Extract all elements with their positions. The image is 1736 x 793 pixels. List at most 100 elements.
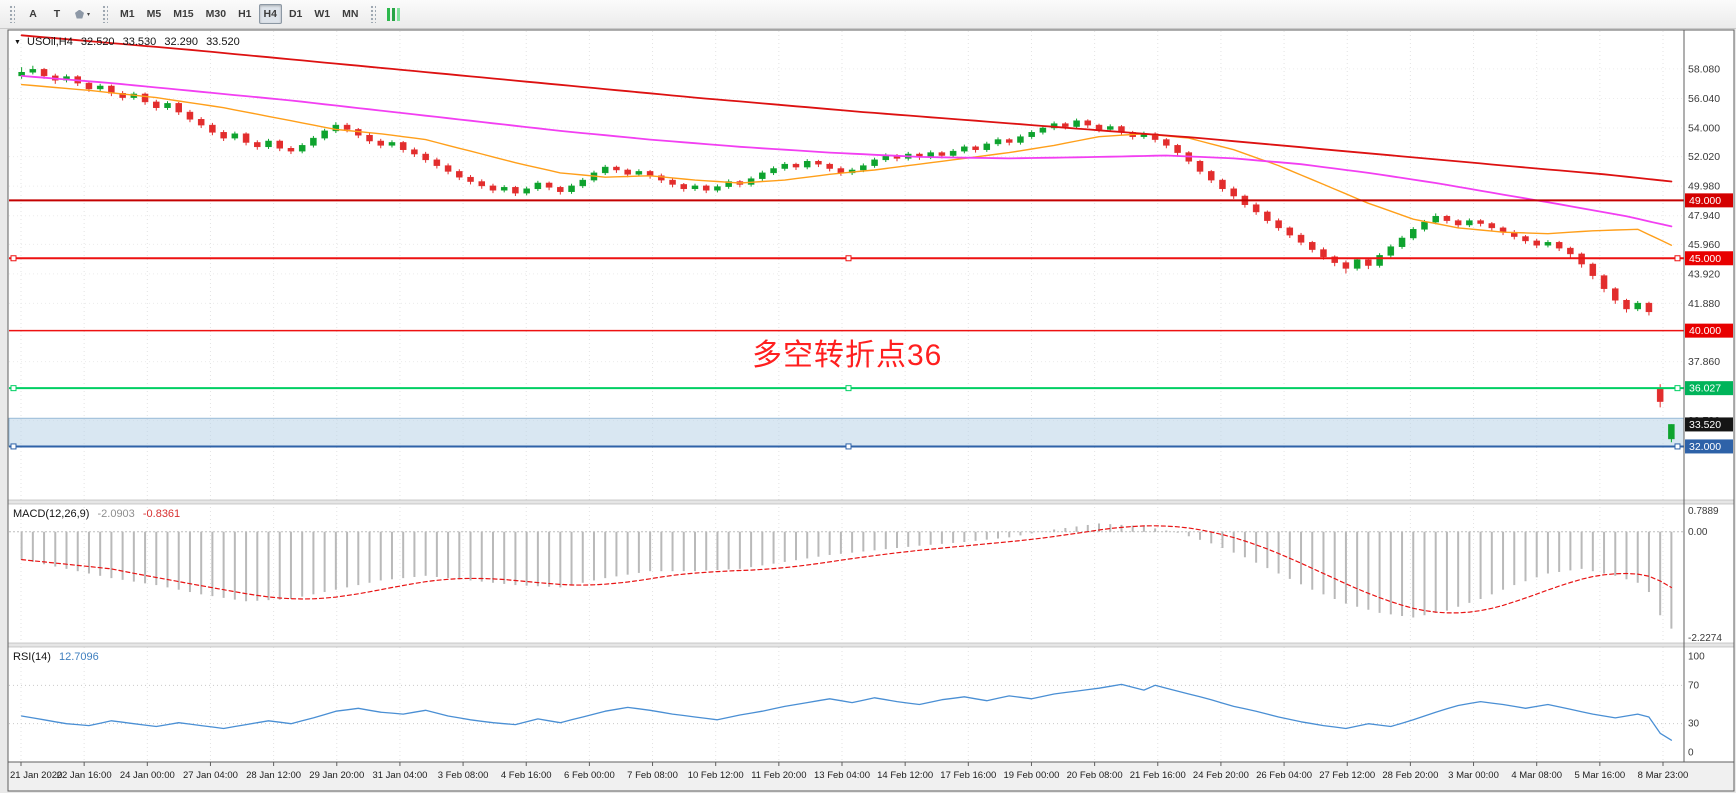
price-scale-label: 49.980 bbox=[1688, 181, 1720, 193]
time-scale-label: 3 Feb 08:00 bbox=[438, 770, 489, 781]
time-scale-label: 14 Feb 12:00 bbox=[877, 770, 933, 781]
timeframe-m1-button[interactable]: M1 bbox=[120, 8, 135, 20]
line-handle[interactable] bbox=[10, 385, 17, 392]
candles bbox=[18, 65, 1675, 443]
rsi-scale[interactable]: 100 70 30 0 bbox=[1688, 652, 1705, 759]
time-scale-label: 13 Feb 04:00 bbox=[814, 770, 870, 781]
label-tool-button[interactable]: A bbox=[29, 8, 37, 20]
time-scale-label: 28 Jan 12:00 bbox=[246, 770, 301, 781]
time-scale-label: 20 Feb 08:00 bbox=[1067, 770, 1123, 781]
price-badge-40.000 bbox=[1685, 323, 1733, 338]
macd-signal-line bbox=[21, 525, 1673, 614]
price-badge-label: 49.000 bbox=[1689, 195, 1721, 207]
rsi-header: RSI(14) 12.7096 bbox=[13, 651, 99, 663]
close-value: 33.520 bbox=[206, 36, 240, 48]
chart-title: ▼ USOil,H4 32.520 33.530 32.290 33.520 bbox=[14, 36, 240, 48]
rsi-scale-label: 0 bbox=[1688, 747, 1694, 758]
time-scale-label: 19 Feb 00:00 bbox=[1003, 770, 1059, 781]
time-scale-label: 31 Jan 04:00 bbox=[372, 770, 427, 781]
new-chart-icon[interactable] bbox=[387, 7, 401, 21]
chart-annotation-text[interactable]: 多空转折点36 bbox=[752, 339, 943, 372]
line-handle[interactable] bbox=[10, 255, 17, 262]
price-scale-label: 56.040 bbox=[1688, 93, 1720, 105]
collapse-triangle-icon[interactable]: ▼ bbox=[14, 39, 21, 46]
line-handle[interactable] bbox=[1674, 443, 1681, 450]
time-scale-label: 4 Mar 08:00 bbox=[1511, 770, 1562, 781]
price-badge-label: 33.520 bbox=[1689, 419, 1721, 431]
timeframe-h4-button[interactable]: H4 bbox=[258, 4, 282, 24]
price-scale[interactable]: 58.080 56.040 54.000 52.020 49.980 47.940 45.9… bbox=[1685, 63, 1733, 454]
shapes-tool-button[interactable]: ▾ bbox=[70, 4, 95, 24]
timeframe-mn-button[interactable]: MN bbox=[342, 8, 359, 20]
timeframe-w1-button[interactable]: W1 bbox=[314, 8, 331, 20]
chart-background bbox=[8, 30, 1734, 762]
time-axis-background[interactable] bbox=[8, 762, 1734, 791]
macd-value: -2.0903 bbox=[97, 508, 135, 520]
price-badge-label: 36.027 bbox=[1689, 383, 1721, 395]
rectangle-zone-object[interactable] bbox=[8, 417, 1685, 447]
low-value: 32.290 bbox=[164, 36, 198, 48]
time-scale-label: 3 Mar 00:00 bbox=[1448, 770, 1499, 781]
price-scale-label: 52.020 bbox=[1688, 151, 1720, 163]
rsi-line bbox=[20, 683, 1673, 741]
timeframe-m30-button[interactable]: M30 bbox=[205, 8, 227, 20]
chart-frame bbox=[7, 29, 1735, 792]
rsi-label: RSI(14) bbox=[13, 651, 51, 663]
price-scale-label: 45.960 bbox=[1688, 239, 1720, 251]
price-badge-32.000 bbox=[1685, 439, 1733, 454]
time-scale-label: 27 Feb 12:00 bbox=[1319, 770, 1375, 781]
rsi-scale-label: 30 bbox=[1688, 719, 1700, 730]
macd-header: MACD(12,26,9) -2.0903 -0.8361 bbox=[13, 508, 180, 520]
time-scale-label: 17 Feb 16:00 bbox=[940, 770, 996, 781]
text-tool-button[interactable]: T bbox=[53, 8, 61, 20]
line-handle[interactable] bbox=[10, 443, 17, 450]
time-scale-label: 24 Jan 00:00 bbox=[120, 770, 175, 781]
time-scale-label: 26 Feb 04:00 bbox=[1256, 770, 1312, 781]
time-scale-label: 8 Mar 23:00 bbox=[1638, 770, 1689, 781]
ma-mid-line bbox=[20, 75, 1673, 228]
line-handle[interactable] bbox=[1674, 255, 1681, 262]
rsi-scale-label: 100 bbox=[1688, 652, 1705, 663]
time-scale-label: 27 Jan 04:00 bbox=[183, 770, 238, 781]
time-scale-label: 22 Jan 16:00 bbox=[57, 770, 112, 781]
macd-signal-value: -0.8361 bbox=[142, 508, 181, 520]
timeframe-h1-button[interactable]: H1 bbox=[238, 8, 252, 20]
line-handle[interactable] bbox=[845, 255, 852, 262]
price-badge-label: 40.000 bbox=[1689, 325, 1721, 337]
toolbar-drag-handle[interactable] bbox=[9, 5, 15, 23]
time-scale-label: 7 Feb 08:00 bbox=[627, 770, 678, 781]
price-badge-49.000 bbox=[1685, 193, 1733, 208]
line-handle[interactable] bbox=[1674, 385, 1681, 392]
rsi-value: 12.7096 bbox=[58, 651, 99, 663]
price-scale-label: 54.000 bbox=[1688, 122, 1720, 134]
toolbar-drag-handle[interactable] bbox=[102, 5, 109, 23]
price-scale-label: 43.920 bbox=[1688, 268, 1720, 280]
time-scale-label: 24 Feb 20:00 bbox=[1193, 770, 1249, 781]
chevron-down-icon[interactable]: ▾ bbox=[87, 11, 91, 18]
toolbar: A T ▾ M1 M5 M15 M30 H1 H4 D1 W1 MN bbox=[0, 0, 1736, 29]
pane-separator[interactable] bbox=[7, 499, 1735, 505]
ma-slow-line bbox=[20, 34, 1673, 183]
line-handle[interactable] bbox=[845, 385, 852, 392]
toolbar-drag-handle[interactable] bbox=[370, 5, 377, 23]
price-badge-36.027 bbox=[1685, 381, 1733, 396]
ma-fast-line bbox=[20, 83, 1673, 246]
price-scale-label: 47.940 bbox=[1688, 210, 1720, 222]
line-handle[interactable] bbox=[845, 443, 852, 450]
timeframe-m5-button[interactable]: M5 bbox=[146, 8, 162, 20]
macd-scale[interactable]: 0.7889 0.00 -2.2274 bbox=[1688, 506, 1722, 644]
macd-scale-zero: 0.00 bbox=[1688, 527, 1708, 538]
time-scale-label: 6 Feb 00:00 bbox=[564, 770, 615, 781]
macd-label: MACD(12,26,9) bbox=[13, 508, 90, 520]
time-scale-label: 21 Feb 16:00 bbox=[1130, 770, 1186, 781]
price-badge-label: 32.000 bbox=[1689, 441, 1721, 453]
high-value: 33.530 bbox=[122, 36, 157, 48]
price-badge-33.520 bbox=[1685, 417, 1733, 432]
pane-separator[interactable] bbox=[7, 642, 1735, 648]
timeframe-m15-button[interactable]: M15 bbox=[173, 8, 194, 20]
price-scale-label: 41.880 bbox=[1688, 298, 1720, 310]
open-value: 32.520 bbox=[80, 36, 115, 48]
timeframe-d1-button[interactable]: D1 bbox=[288, 8, 303, 20]
